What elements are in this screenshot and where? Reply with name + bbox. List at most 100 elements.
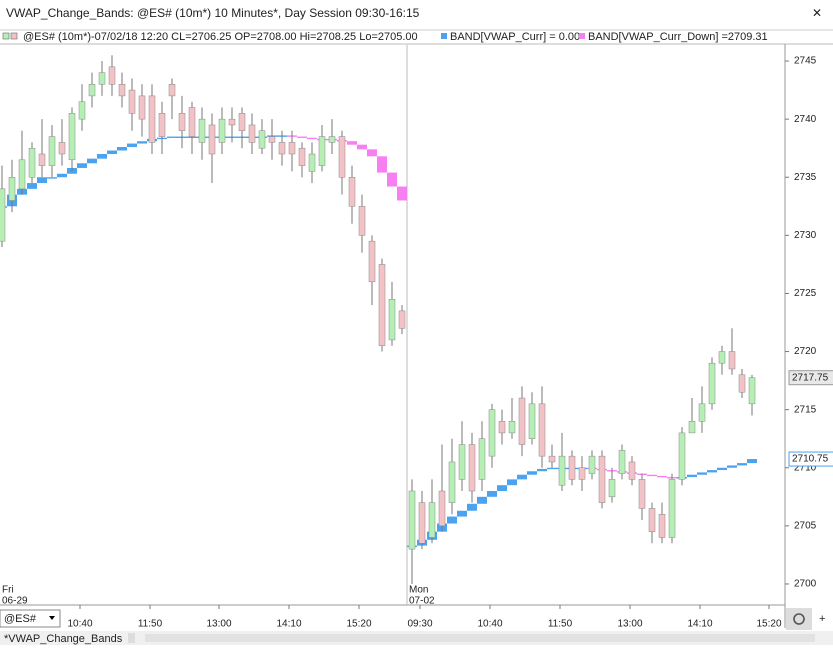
legend-vwap-down	[579, 33, 585, 39]
candle-body	[548, 455, 556, 463]
candle-body	[568, 455, 576, 480]
candle-body	[168, 84, 176, 97]
band-up: BAND[VWAP_Curr] = 0.00	[450, 31, 580, 43]
symbol-dropdown[interactable]	[0, 609, 61, 628]
add-button[interactable]: +	[819, 613, 825, 625]
y-tick-label: 2730	[794, 230, 817, 241]
candle-body	[578, 467, 586, 480]
title-bar	[0, 0, 833, 30]
vwap-band	[467, 503, 477, 511]
candle-body	[208, 124, 216, 155]
vwap-band	[747, 459, 757, 464]
vwap-band	[647, 474, 657, 477]
y-tick-label: 2745	[794, 56, 817, 67]
candle-body	[378, 264, 386, 346]
candle-body	[308, 153, 316, 172]
vwap-band	[477, 496, 487, 504]
candle-body	[258, 130, 266, 149]
vwap-band	[507, 479, 517, 486]
vwap-price-label: 2710.75	[792, 454, 829, 465]
scroll-left[interactable]	[128, 633, 135, 643]
candle-body	[188, 107, 196, 137]
vwap-band	[307, 137, 317, 140]
session-day: Fri	[2, 585, 14, 596]
candle-body	[528, 403, 536, 439]
candle-body	[558, 455, 566, 486]
candle-body	[608, 479, 616, 498]
vwap-band	[517, 474, 527, 480]
candle-body	[538, 403, 546, 457]
candle-body	[488, 409, 496, 457]
candle-body	[368, 240, 376, 283]
vwap-band	[527, 471, 537, 475]
candle-body	[728, 351, 736, 370]
x-tick-label: 11:50	[138, 619, 163, 630]
candle-body	[598, 455, 606, 503]
vwap-band	[127, 143, 137, 148]
x-tick-label: 09:30	[407, 619, 432, 630]
candle-body	[28, 147, 36, 178]
y-tick-label: 2700	[794, 579, 817, 590]
vwap-band	[367, 149, 377, 157]
candle-body	[0, 188, 6, 242]
candle-body	[448, 461, 456, 503]
candle-body	[648, 508, 656, 532]
candle-body	[698, 403, 706, 422]
plot: 2700 2705 2710 2715 2720 2725 2730 2735 2740 2745…	[0, 45, 817, 630]
candle-body	[508, 421, 516, 434]
candle-body	[428, 502, 436, 538]
candle-body	[438, 490, 446, 527]
candle-body	[88, 84, 96, 97]
candle-body	[398, 310, 406, 329]
y-tick-label: 2715	[794, 404, 817, 415]
tab[interactable]: *VWAP_Change_Bands	[4, 633, 123, 645]
candle-body	[388, 299, 396, 341]
vwap-band	[727, 465, 737, 468]
candle-body	[248, 124, 256, 143]
scrollbar[interactable]	[145, 634, 815, 642]
x-tick-label: 13:00	[617, 619, 642, 630]
candle-body	[138, 95, 146, 120]
vwap-band	[97, 154, 107, 159]
candle-body	[668, 479, 676, 538]
candle-body	[418, 502, 426, 544]
vwap-band	[487, 491, 497, 497]
candle-body	[288, 142, 296, 155]
candle-body	[588, 455, 596, 474]
candle-body	[618, 450, 626, 474]
vwap-band	[707, 470, 717, 473]
candle-body	[58, 142, 66, 155]
candle-body	[458, 444, 466, 480]
y-tick-label: 2710	[794, 462, 817, 473]
vwap-band	[47, 177, 57, 179]
vwap-band	[737, 463, 747, 466]
candle-body	[678, 432, 686, 480]
vwap-band	[717, 467, 727, 471]
vwap-band	[537, 468, 547, 472]
candle-body	[48, 136, 56, 166]
x-tick-label: 10:40	[67, 619, 92, 630]
vwap-band	[387, 172, 397, 187]
candle-body	[738, 374, 746, 393]
candle-body	[268, 136, 276, 143]
candle-body	[108, 66, 116, 85]
vwap-band	[297, 136, 307, 138]
vwap-band	[107, 150, 117, 155]
candle-body	[688, 421, 696, 434]
vwap-band	[167, 136, 177, 138]
candle-body	[498, 421, 506, 434]
y-tick-label: 2720	[794, 346, 817, 357]
vwap-band	[397, 186, 407, 201]
vwap-band	[377, 156, 387, 173]
symbol-info: @ES# (10m*)-07/02/18 12:20 CL=2706.25 OP…	[23, 31, 418, 43]
candle-body	[118, 84, 126, 97]
session-date: 07-02	[409, 596, 435, 607]
refresh-button[interactable]	[786, 608, 812, 630]
vwap-band	[447, 516, 457, 524]
close-button[interactable]: ✕	[812, 6, 822, 20]
candle-body	[148, 95, 156, 143]
vwap-band	[457, 510, 467, 517]
candle-body	[18, 159, 26, 190]
candle-body	[198, 118, 206, 143]
session-date: 06-29	[2, 596, 28, 607]
